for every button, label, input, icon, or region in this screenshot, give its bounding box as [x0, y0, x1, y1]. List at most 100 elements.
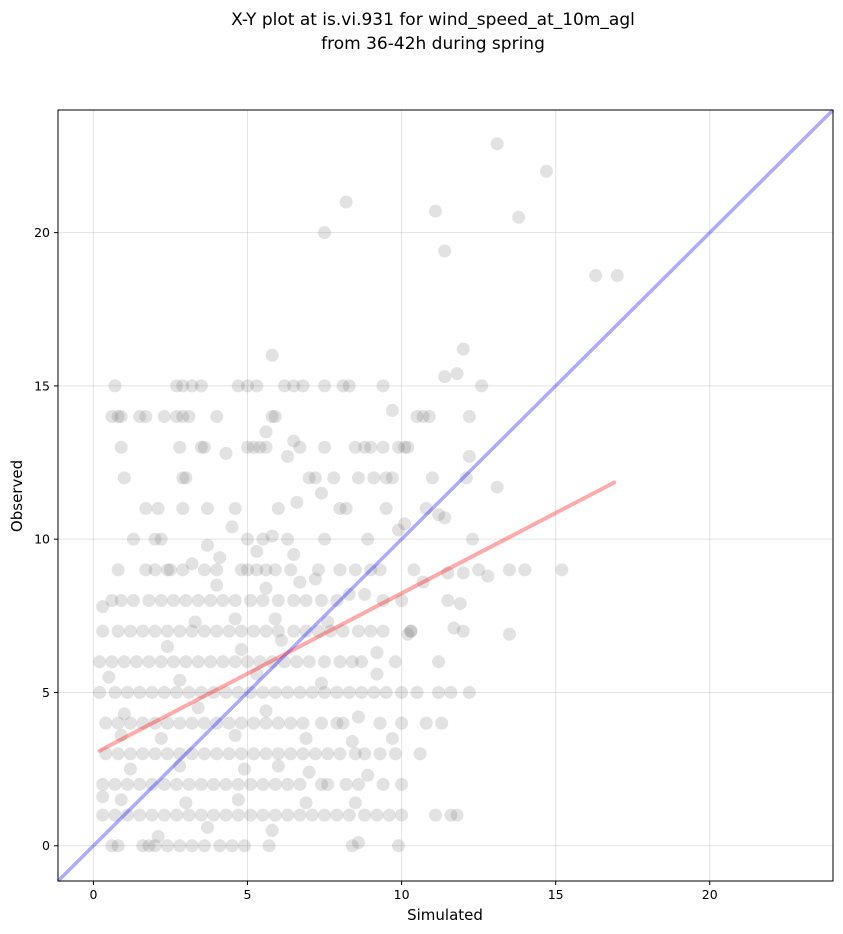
data-point — [293, 777, 307, 791]
data-point — [299, 624, 313, 638]
data-point — [318, 655, 332, 669]
x-tick-label: 5 — [244, 887, 252, 902]
data-point — [154, 731, 168, 745]
data-point — [250, 563, 264, 577]
data-point — [287, 624, 301, 638]
data-point — [438, 244, 452, 258]
data-point — [388, 655, 402, 669]
data-point — [117, 655, 131, 669]
data-point — [105, 655, 119, 669]
data-point — [176, 471, 190, 485]
data-point — [167, 593, 181, 607]
data-point — [133, 685, 147, 699]
data-point — [358, 747, 372, 761]
data-point — [148, 563, 162, 577]
data-point — [308, 747, 322, 761]
data-point — [139, 563, 153, 577]
data-point — [219, 808, 233, 822]
data-point — [342, 587, 356, 601]
data-point — [173, 839, 187, 853]
data-point — [182, 808, 196, 822]
data-point — [589, 269, 603, 283]
data-point — [259, 704, 273, 718]
x-tick-label: 0 — [89, 887, 97, 902]
data-point — [241, 440, 255, 454]
data-point — [120, 808, 134, 822]
data-point — [191, 655, 205, 669]
data-point — [185, 839, 199, 853]
data-point — [435, 716, 449, 730]
data-point — [336, 379, 350, 393]
data-point — [111, 624, 125, 638]
chart-title-line-1: X-Y plot at is.vi.931 for wind_speed_at_… — [231, 10, 635, 30]
data-point — [342, 685, 356, 699]
data-point — [475, 379, 489, 393]
data-point — [244, 593, 258, 607]
y-tick-label: 0 — [42, 838, 50, 853]
data-point — [228, 612, 242, 626]
data-point — [268, 563, 282, 577]
data-point — [96, 600, 110, 614]
data-point — [404, 624, 418, 638]
data-point — [173, 673, 187, 687]
data-point — [210, 563, 224, 577]
data-point — [293, 808, 307, 822]
data-point — [265, 655, 279, 669]
data-point — [123, 716, 137, 730]
data-point — [428, 808, 442, 822]
data-point — [281, 808, 295, 822]
data-point — [197, 624, 211, 638]
data-point — [170, 410, 184, 424]
data-point — [207, 808, 221, 822]
data-point — [247, 747, 261, 761]
regression-line — [97, 480, 617, 753]
y-tick-label: 20 — [34, 225, 50, 240]
data-point — [154, 593, 168, 607]
data-point — [210, 747, 224, 761]
data-point — [225, 839, 239, 853]
data-point — [228, 502, 242, 516]
data-point — [465, 532, 479, 546]
data-point — [373, 716, 387, 730]
data-point — [139, 410, 153, 424]
data-point — [148, 716, 162, 730]
data-point — [133, 808, 147, 822]
data-point — [160, 563, 174, 577]
data-point — [311, 563, 325, 577]
data-point — [490, 137, 504, 151]
data-point — [262, 839, 276, 853]
data-point — [385, 471, 399, 485]
data-point — [117, 707, 131, 721]
data-point — [170, 685, 184, 699]
data-point — [191, 701, 205, 715]
data-point — [145, 685, 159, 699]
data-point — [302, 471, 316, 485]
x-axis-ticks: 0 5 10 15 20 — [89, 881, 718, 902]
x-axis-label: Simulated — [407, 906, 483, 924]
data-point — [444, 808, 458, 822]
data-point — [336, 624, 350, 638]
data-point — [176, 410, 190, 424]
data-point — [259, 624, 273, 638]
x-tick-label: 15 — [548, 887, 564, 902]
data-point — [293, 575, 307, 589]
data-point — [185, 624, 199, 638]
data-point — [410, 685, 424, 699]
data-point — [231, 379, 245, 393]
data-point — [342, 808, 356, 822]
data-point — [336, 716, 350, 730]
data-point — [271, 502, 285, 516]
data-point — [96, 777, 110, 791]
y-tick-label: 10 — [34, 532, 50, 547]
data-point — [385, 731, 399, 745]
data-point — [265, 823, 279, 837]
data-point — [314, 593, 328, 607]
data-point — [139, 502, 153, 516]
data-point — [256, 777, 270, 791]
data-point — [148, 839, 162, 853]
data-point — [456, 342, 470, 356]
data-point — [321, 615, 335, 629]
data-point — [231, 685, 245, 699]
data-point — [234, 624, 248, 638]
data-point — [441, 566, 455, 580]
